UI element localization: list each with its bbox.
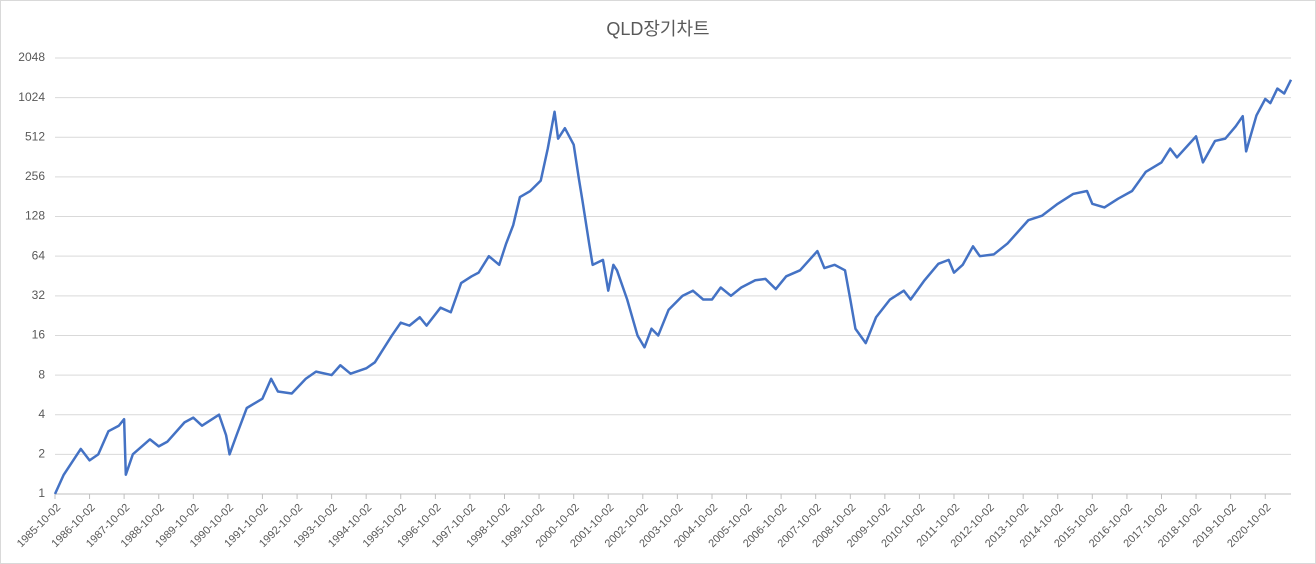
y-tick-label: 4 (38, 407, 45, 421)
y-tick-label: 256 (25, 169, 45, 183)
y-tick-label: 32 (32, 288, 46, 302)
y-tick-label: 16 (32, 328, 46, 342)
data-line (53, 79, 1293, 495)
y-tick-label: 1 (38, 486, 45, 500)
y-tick-label: 512 (25, 129, 45, 143)
chart-title: QLD장기차트 (606, 19, 709, 39)
y-tick-label: 8 (38, 367, 45, 381)
y-tick-label: 2048 (18, 50, 45, 64)
y-tick-label: 128 (25, 209, 45, 223)
y-tick-label: 64 (32, 248, 46, 262)
y-tick-label: 2 (38, 447, 45, 461)
y-tick-label: 1024 (18, 90, 45, 104)
